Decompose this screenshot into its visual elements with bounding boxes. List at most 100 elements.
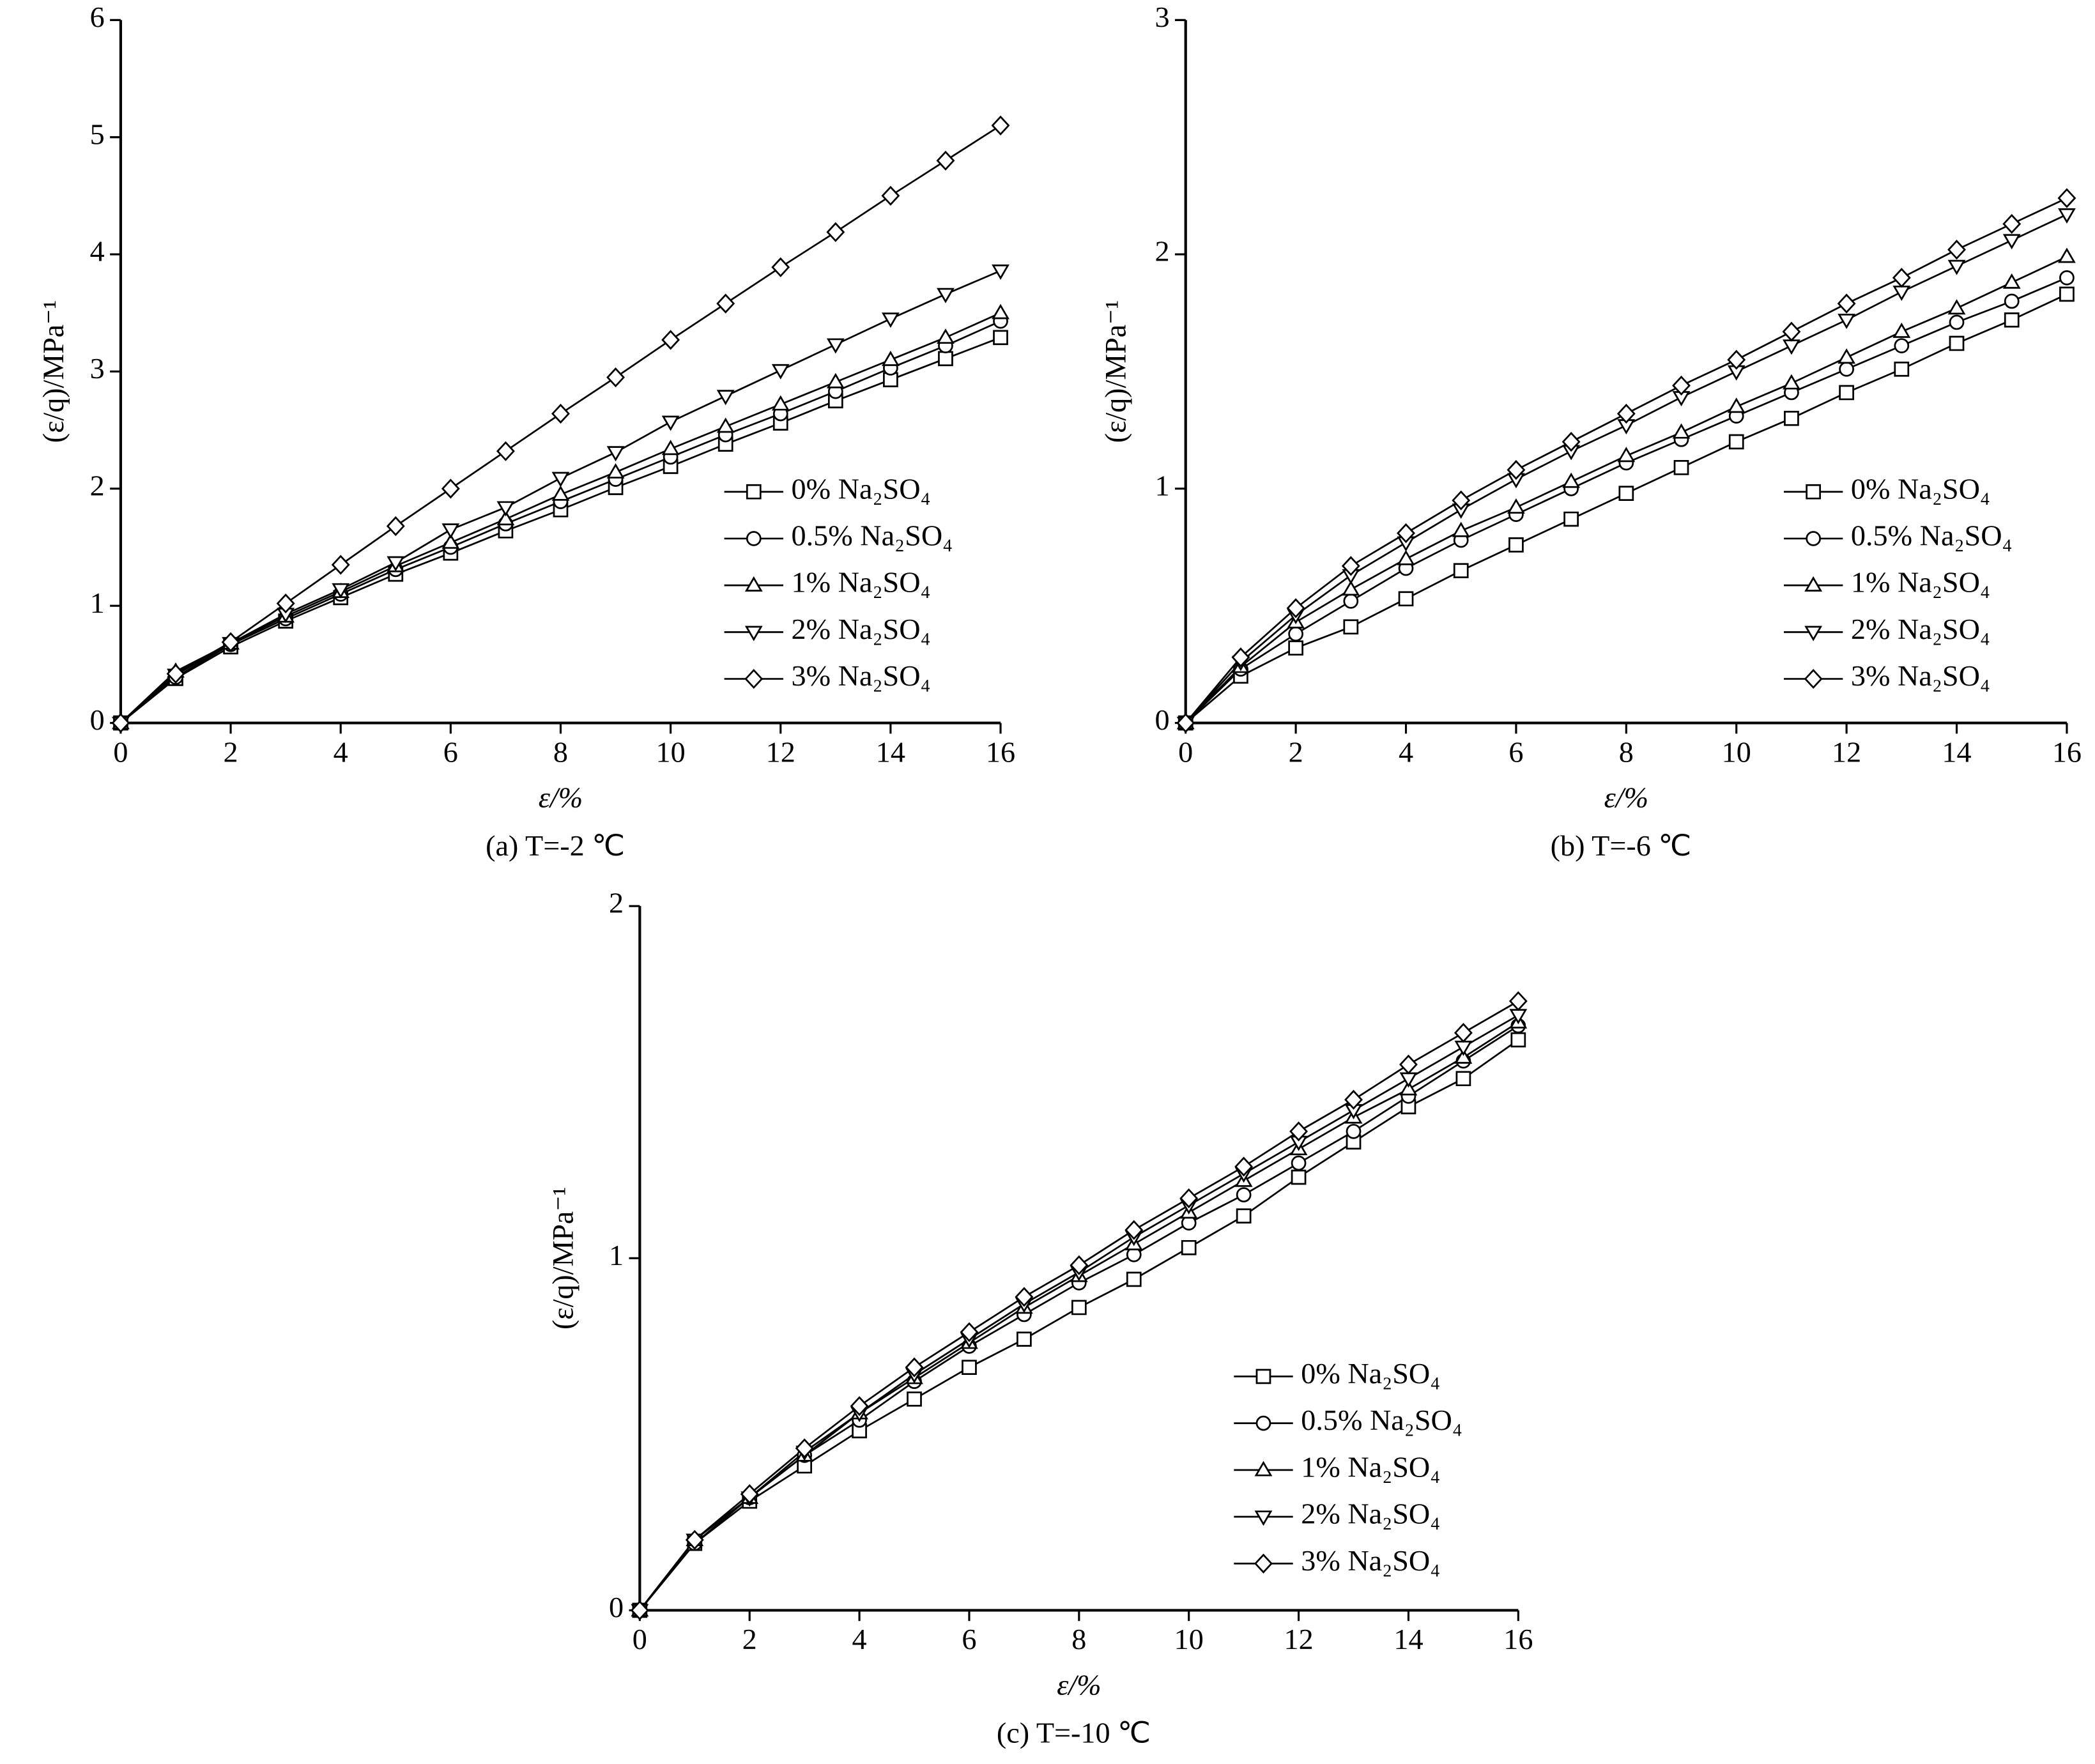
- marker: [606, 446, 625, 462]
- marker: [771, 257, 790, 277]
- legend-label: 0% Na₂SO₄: [1301, 1357, 1440, 1390]
- marker: [1783, 339, 1800, 355]
- marker: [1181, 1239, 1197, 1255]
- marker: [1341, 556, 1360, 576]
- x-tick-label: 14: [1393, 1623, 1423, 1655]
- marker: [1176, 712, 1195, 733]
- marker: [630, 1600, 649, 1621]
- legend-label: 1% Na₂SO₄: [1301, 1450, 1440, 1483]
- marker: [1342, 580, 1360, 596]
- marker: [1397, 523, 1415, 544]
- marker: [685, 1530, 704, 1550]
- marker: [1399, 1080, 1418, 1096]
- legend-marker: [1804, 668, 1823, 689]
- marker: [1727, 397, 1746, 413]
- marker: [992, 265, 1009, 280]
- marker: [1291, 1155, 1307, 1171]
- x-tick-label: 0: [113, 735, 128, 768]
- marker: [937, 288, 955, 303]
- marker: [331, 555, 350, 575]
- marker: [1507, 459, 1526, 480]
- y-tick-label: 1: [90, 587, 105, 619]
- x-tick-label: 8: [553, 735, 568, 768]
- marker: [276, 593, 295, 614]
- marker: [991, 115, 1010, 136]
- legend-label: 0% Na₂SO₄: [792, 472, 931, 505]
- marker: [1837, 293, 1856, 314]
- legend-label: 3% Na₂SO₄: [1301, 1544, 1440, 1577]
- marker: [551, 472, 570, 487]
- marker: [716, 417, 735, 433]
- legend-marker: [1255, 1369, 1271, 1384]
- marker: [795, 1438, 814, 1459]
- legend-marker: [1806, 531, 1822, 546]
- marker: [1728, 434, 1744, 450]
- marker: [1727, 349, 1746, 370]
- marker: [606, 463, 625, 479]
- marker: [221, 632, 240, 652]
- marker: [1510, 1032, 1526, 1048]
- x-axis-label: ε/%: [539, 781, 583, 814]
- marker: [1126, 1271, 1142, 1287]
- y-tick-label: 6: [90, 1, 105, 33]
- marker: [551, 403, 570, 424]
- x-tick-label: 2: [224, 735, 238, 768]
- marker: [1236, 1187, 1252, 1202]
- marker: [1399, 1054, 1418, 1075]
- marker: [1508, 991, 1528, 1011]
- marker: [993, 330, 1008, 346]
- legend-label: 3% Na₂SO₄: [792, 659, 931, 692]
- marker: [1672, 375, 1691, 396]
- x-tick-label: 10: [1174, 1623, 1204, 1655]
- y-tick-label: 1: [1155, 469, 1169, 502]
- legend-label: 1% Na₂SO₄: [792, 566, 931, 599]
- marker: [1673, 460, 1689, 475]
- marker: [387, 556, 405, 572]
- marker: [2058, 247, 2076, 263]
- marker: [1616, 403, 1636, 424]
- marker: [441, 533, 460, 549]
- marker: [1839, 385, 1854, 401]
- marker: [826, 222, 845, 242]
- series-line: [1185, 293, 2068, 724]
- marker: [1071, 1300, 1087, 1315]
- x-tick-label: 8: [1071, 1623, 1086, 1655]
- marker: [1452, 521, 1470, 537]
- marker: [1344, 1089, 1363, 1110]
- y-axis-label: (ε/q)/MPa⁻¹: [546, 1187, 579, 1330]
- marker: [166, 663, 185, 684]
- y-tick-label: 0: [609, 1591, 624, 1623]
- y-tick-label: 3: [90, 352, 105, 385]
- marker: [1947, 240, 1966, 260]
- x-tick-label: 12: [1832, 735, 1861, 768]
- marker: [1949, 335, 1965, 351]
- y-tick-label: 1: [609, 1239, 624, 1271]
- legend-label: 0% Na₂SO₄: [1851, 472, 1990, 505]
- marker: [496, 510, 515, 526]
- marker: [496, 441, 515, 461]
- x-tick-label: 4: [1399, 735, 1413, 768]
- y-tick-label: 0: [90, 703, 105, 736]
- legend-marker: [746, 531, 762, 546]
- legend-label: 0.5% Na₂SO₄: [792, 519, 953, 552]
- x-tick-label: 6: [962, 1623, 976, 1655]
- x-tick-label: 0: [1178, 735, 1193, 768]
- marker: [771, 364, 790, 380]
- marker: [1291, 1169, 1307, 1185]
- marker: [441, 523, 460, 539]
- legend-label: 2% Na₂SO₄: [1851, 613, 1990, 645]
- marker: [2059, 270, 2075, 286]
- x-tick-label: 16: [986, 735, 1015, 768]
- marker: [740, 1484, 759, 1505]
- x-tick-label: 2: [742, 1623, 757, 1655]
- marker: [716, 293, 735, 314]
- marker: [1234, 1156, 1254, 1177]
- legend-marker: [1804, 625, 1823, 641]
- marker: [1618, 486, 1634, 502]
- marker: [1672, 423, 1691, 439]
- marker: [1286, 598, 1305, 618]
- x-tick-label: 16: [1503, 1623, 1533, 1655]
- marker: [1784, 411, 1799, 426]
- marker: [1343, 594, 1359, 609]
